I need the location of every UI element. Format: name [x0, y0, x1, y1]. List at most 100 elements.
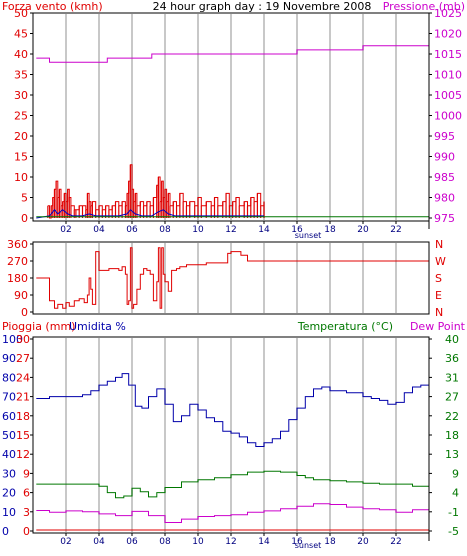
x-tick-label-18: 18: [324, 537, 336, 547]
temperature-line: [36, 470, 430, 499]
wind-ytick-label-35: 35: [14, 69, 28, 82]
pressure-ytick-label-1000: 1000: [434, 110, 462, 123]
direction-grid: [65, 243, 397, 313]
pressure-ytick-label-1025: 1025: [434, 7, 462, 20]
x-tick-label-04: 04: [93, 225, 105, 235]
temp-tick-label-7: 27: [445, 391, 459, 404]
pressure-ytick-label-980: 980: [434, 192, 455, 205]
humidity-tick-label-70: 70: [2, 391, 16, 404]
wind-ytick-label-25: 25: [14, 110, 28, 123]
wind-axis-title: Forza vento (kmh): [2, 0, 103, 13]
x-tick-label-02: 02: [60, 225, 71, 235]
humidity-tick-label-90: 90: [2, 352, 16, 365]
humidity-tick-label-30: 30: [2, 467, 16, 480]
humidity-tick-label-60: 60: [2, 410, 16, 423]
x-tick-label-04: 04: [93, 537, 105, 547]
rain-tick-label-6: 6: [23, 487, 30, 500]
x-tick-label-06: 06: [126, 225, 138, 235]
pressure-ytick-label-975: 975: [434, 212, 455, 225]
humidity-line: [36, 373, 430, 447]
rain-axis-title: Pioggia (mm): [2, 320, 75, 333]
humidity-tick-label-100: 100: [2, 333, 23, 346]
x-tick-label-12: 12: [225, 225, 236, 235]
wind-ytick-label-15: 15: [14, 151, 28, 164]
wind-ytick-label-10: 10: [14, 171, 28, 184]
temperature-axis-title: Temperatura (°C): [297, 320, 393, 333]
rain-tick-label-27: 27: [16, 352, 30, 365]
temp-tick-label-8: 31: [445, 371, 459, 384]
temp-tick-label-9: 36: [445, 352, 459, 365]
x-tick-label-06: 06: [126, 537, 138, 547]
wind-grid: [65, 14, 397, 220]
humidity-tick-label-80: 80: [2, 371, 16, 384]
wind-axes: 0510152025303540455097598098599099510001…: [14, 7, 462, 235]
temp-tick-label-4: 13: [445, 448, 459, 461]
dewpoint-line: [36, 503, 430, 523]
pressure-ytick-label-1020: 1020: [434, 28, 462, 41]
x-tick-label-14: 14: [258, 225, 270, 235]
pressure-ytick-label-1005: 1005: [434, 89, 462, 102]
sunset-label-top: sunset: [295, 231, 322, 240]
x-tick-label-12: 12: [225, 537, 236, 547]
temp-tick-label-2: 4: [452, 487, 459, 500]
rain-tick-label-3: 3: [23, 506, 30, 519]
rain-tick-label-12: 12: [16, 448, 30, 461]
rain-tick-label-15: 15: [16, 429, 30, 442]
x-tick-label-14: 14: [258, 537, 270, 547]
dir-compass-label-1: W: [435, 255, 446, 268]
dir-compass-label-0: N: [435, 238, 443, 251]
humidity-tick-label-50: 50: [2, 429, 16, 442]
x-tick-label-20: 20: [357, 225, 369, 235]
dir-ytick-label-270: 270: [7, 255, 28, 268]
x-tick-label-16: 16: [291, 537, 303, 547]
x-tick-label-18: 18: [324, 225, 336, 235]
wind-speed-line: [47, 164, 265, 219]
humidity-tick-label-40: 40: [2, 448, 16, 461]
humidity-tick-label-0: 0: [2, 525, 9, 538]
temp-tick-label-1: -1: [448, 506, 459, 519]
wind-ytick-label-5: 5: [21, 192, 28, 205]
rain-tick-label-30: 30: [16, 333, 30, 346]
humidity-axis-title: Umidita %: [69, 320, 126, 333]
rain-tick-label-24: 24: [16, 371, 30, 384]
rain-tick-label-9: 9: [23, 467, 30, 480]
x-tick-label-22: 22: [390, 537, 401, 547]
humidity-grid: [65, 338, 397, 532]
x-tick-label-08: 08: [159, 225, 171, 235]
dir-compass-label-3: E: [435, 289, 442, 302]
pressure-ytick-label-1010: 1010: [434, 69, 462, 82]
x-tick-label-22: 22: [390, 225, 401, 235]
pressure-ytick-label-995: 995: [434, 130, 455, 143]
rain-tick-label-21: 21: [16, 391, 30, 404]
x-tick-label-20: 20: [357, 537, 369, 547]
x-tick-label-10: 10: [192, 225, 204, 235]
pressure-ytick-label-1015: 1015: [434, 48, 462, 61]
temp-tick-label-10: 40: [445, 333, 459, 346]
wind-ytick-label-0: 0: [21, 212, 28, 225]
wind-ytick-label-45: 45: [14, 28, 28, 41]
temp-tick-label-0: -5: [448, 525, 459, 538]
wind-pressure-chart: 0510152025303540455097598098599099510001…: [2, 0, 465, 240]
rain-tick-label-18: 18: [16, 410, 30, 423]
x-tick-label-16: 16: [291, 225, 303, 235]
wind-ytick-label-40: 40: [14, 48, 28, 61]
chart-title: 24 hour graph day : 19 Novembre 2008: [153, 0, 372, 13]
x-tick-label-08: 08: [159, 537, 171, 547]
wind-ytick-label-20: 20: [14, 130, 28, 143]
wind-ytick-label-30: 30: [14, 89, 28, 102]
x-tick-label-02: 02: [60, 537, 71, 547]
wind-gust-line: [36, 209, 264, 219]
dir-ytick-label-0: 0: [21, 306, 28, 319]
rain-tick-label-0: 0: [23, 525, 30, 538]
temp-tick-label-5: 18: [445, 429, 459, 442]
pressure-axis-title: Pressione (mb): [383, 0, 465, 13]
humidity-tick-label-20: 20: [2, 487, 16, 500]
dewpoint-axis-title: Dew Point: [410, 320, 466, 333]
pressure-ytick-label-990: 990: [434, 151, 455, 164]
dir-ytick-label-360: 360: [7, 238, 28, 251]
dir-compass-label-2: S: [435, 272, 442, 285]
